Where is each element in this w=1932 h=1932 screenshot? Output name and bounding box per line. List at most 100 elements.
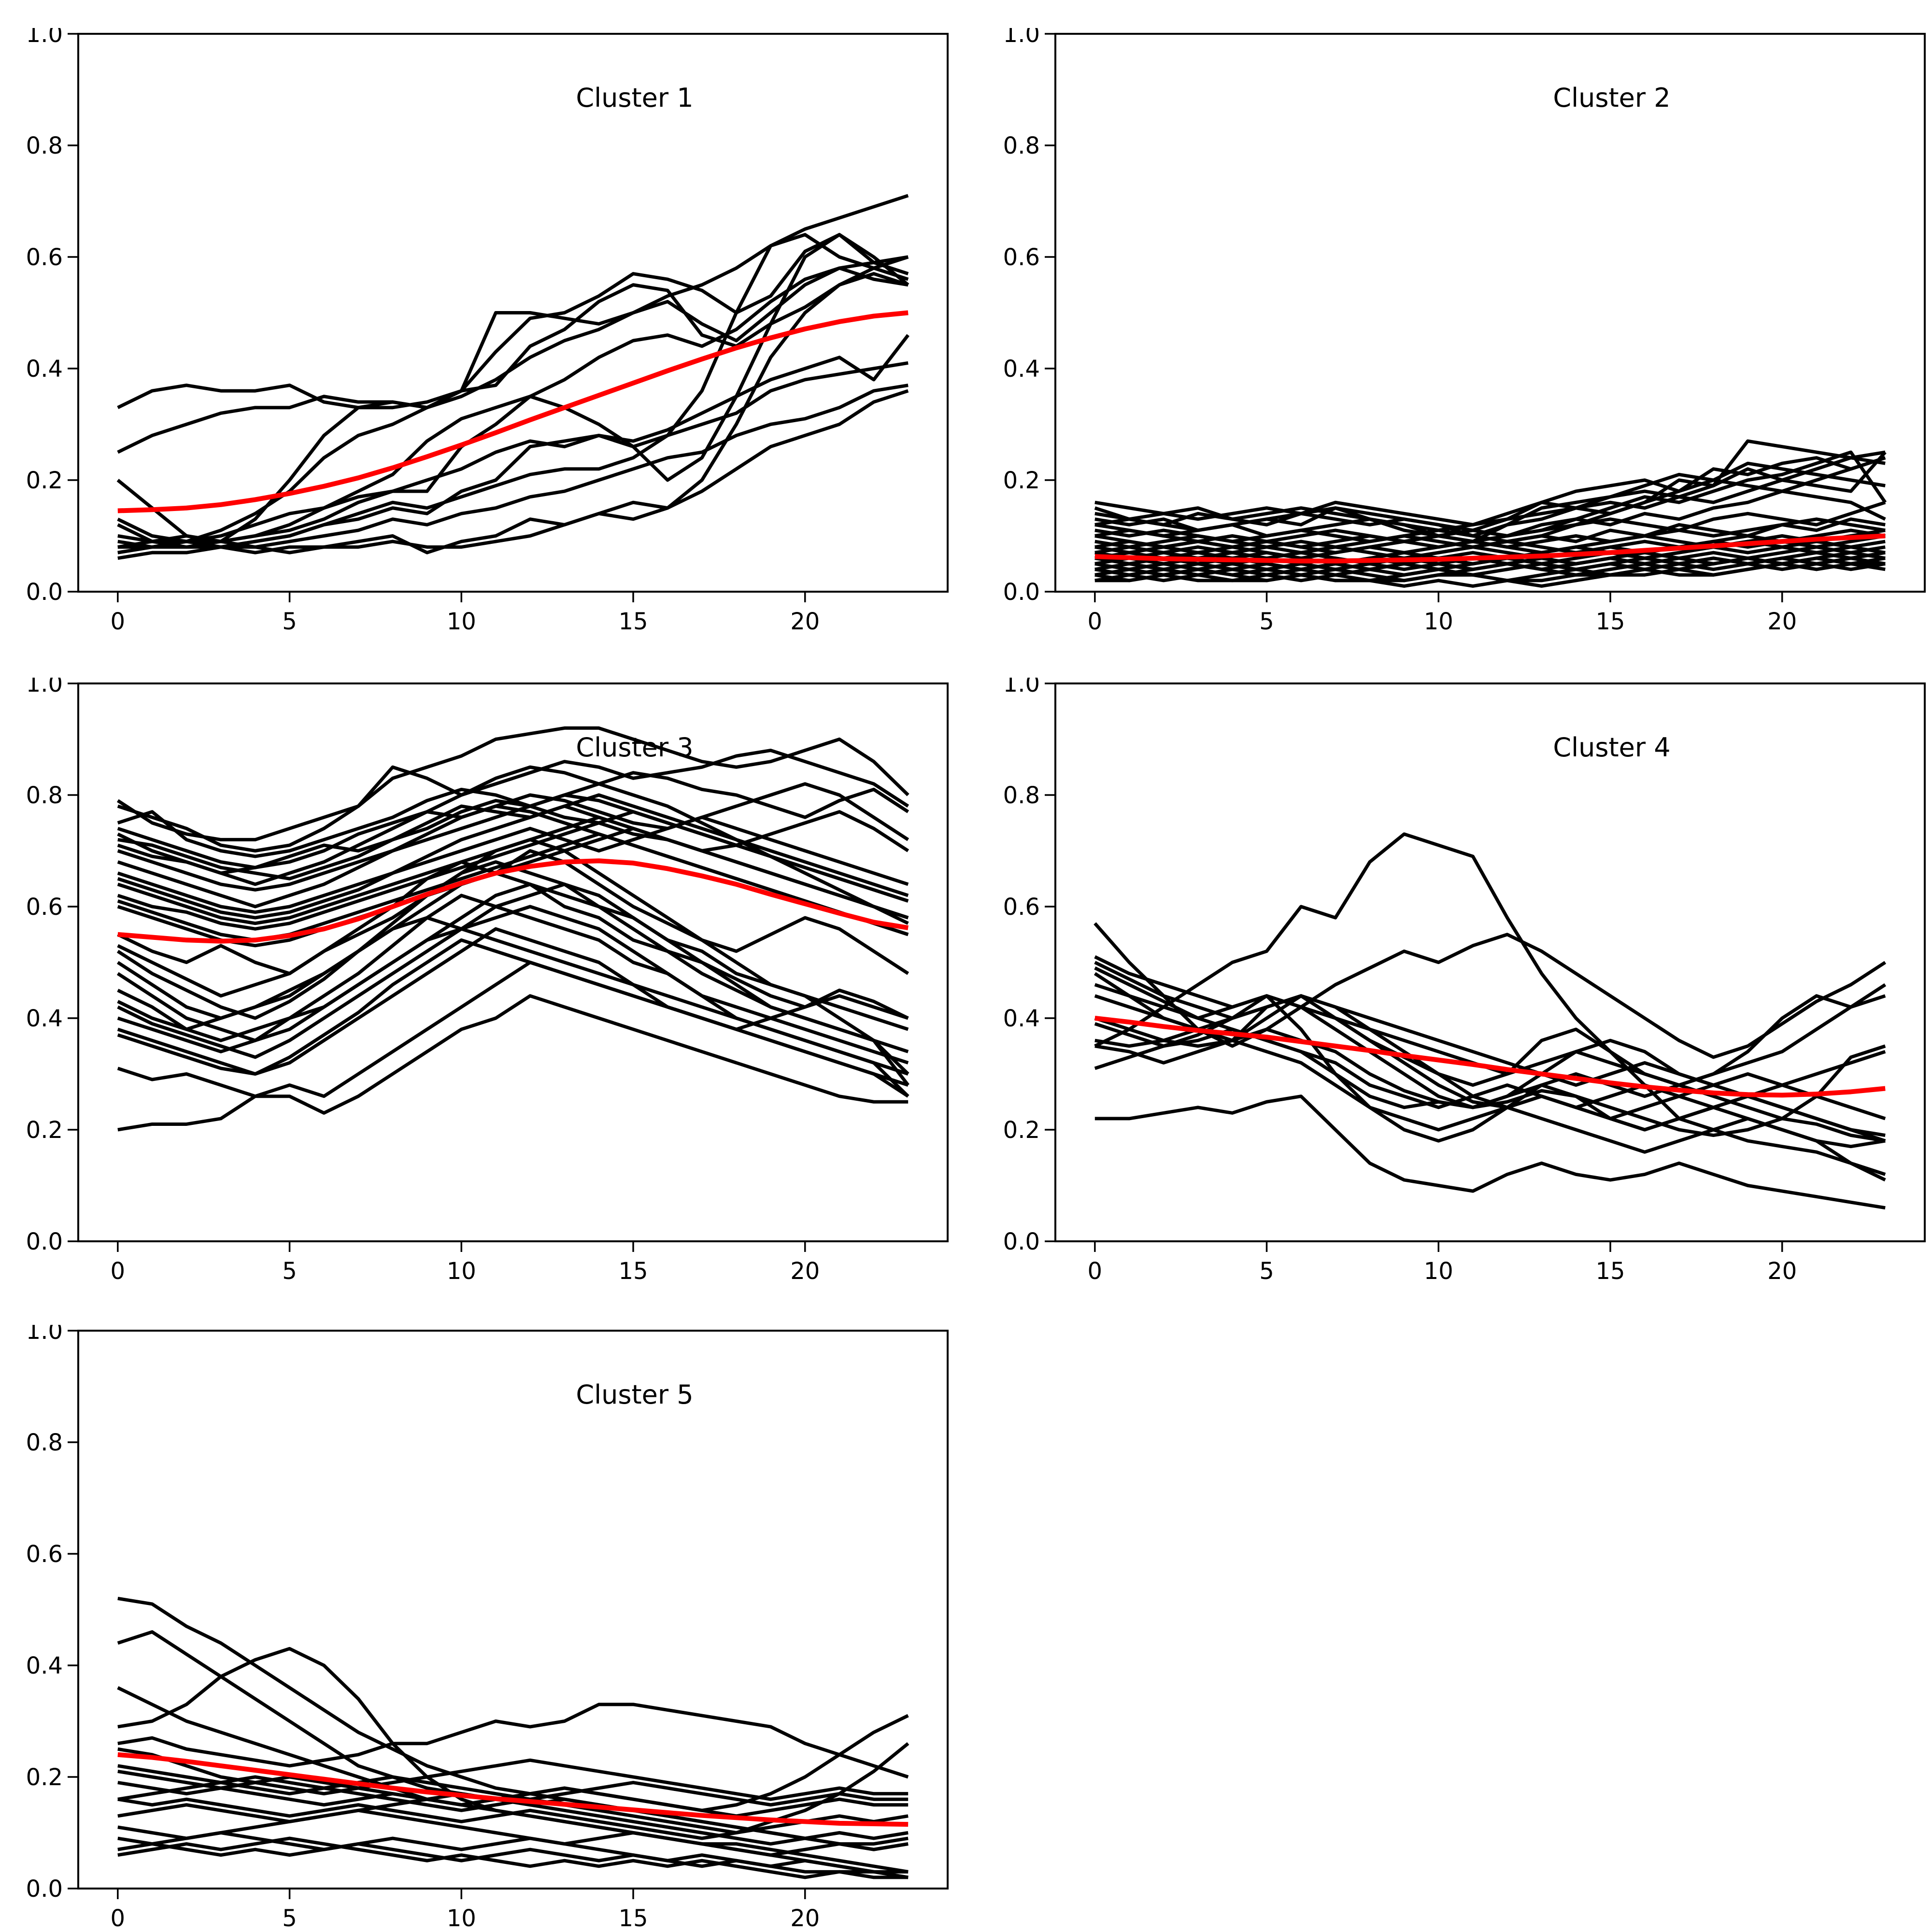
y-tick-label: 1.0 bbox=[26, 28, 63, 48]
series-line bbox=[1094, 832, 1886, 1176]
centroid-line bbox=[117, 858, 909, 944]
x-tick-label: 5 bbox=[282, 608, 297, 635]
x-tick-label: 15 bbox=[1595, 608, 1625, 635]
axes-spines bbox=[1054, 682, 1926, 1242]
series-line bbox=[117, 255, 909, 560]
axes-spines bbox=[77, 33, 949, 593]
x-tick-label: 5 bbox=[1259, 608, 1274, 635]
series-line bbox=[1094, 534, 1886, 560]
series-line bbox=[117, 882, 909, 1086]
series-line bbox=[1094, 994, 1886, 1143]
y-tick-label: 0.2 bbox=[1003, 467, 1040, 494]
y-tick-label: 0.0 bbox=[26, 1228, 63, 1255]
series-line bbox=[1094, 1094, 1886, 1210]
x-tick-label: 20 bbox=[1767, 608, 1797, 635]
series-line bbox=[1094, 528, 1886, 566]
x-tick-label: 20 bbox=[1767, 1258, 1797, 1285]
series-line bbox=[117, 233, 909, 410]
y-tick-label: 0.8 bbox=[1003, 782, 1040, 809]
y-tick-label: 0.6 bbox=[1003, 894, 1040, 921]
y-tick-label: 0.2 bbox=[26, 467, 63, 494]
series-line bbox=[117, 882, 909, 1076]
axes-spines bbox=[77, 682, 949, 1242]
y-tick-label: 0.6 bbox=[26, 244, 63, 271]
series-line bbox=[117, 1647, 909, 1874]
series-line bbox=[116, 272, 909, 543]
centroid-line bbox=[117, 310, 909, 513]
y-tick-label: 0.8 bbox=[1003, 132, 1040, 159]
series-line bbox=[117, 1703, 909, 1779]
series-line bbox=[1094, 450, 1887, 538]
x-tick-label: 15 bbox=[618, 1905, 648, 1932]
series-line bbox=[117, 1836, 909, 1879]
series-line bbox=[1094, 461, 1886, 526]
series-line bbox=[117, 334, 909, 543]
series-line bbox=[117, 1808, 909, 1857]
y-tick-label: 1.0 bbox=[1003, 28, 1040, 48]
series-line bbox=[1094, 961, 1886, 1121]
y-tick-label: 0.4 bbox=[26, 1005, 63, 1032]
x-tick-label: 15 bbox=[1595, 1258, 1625, 1285]
series-line bbox=[117, 233, 909, 549]
y-tick-label: 0.4 bbox=[1003, 1005, 1040, 1032]
series-line bbox=[1094, 994, 1886, 1182]
x-tick-label: 0 bbox=[111, 608, 126, 635]
series-line bbox=[117, 389, 909, 554]
cluster-4-chart: 0 5 10 15 20 0.0 0.2 0.4 0.6 0.8 1.0 bbox=[1003, 678, 1926, 1285]
y-tick-label: 0.4 bbox=[26, 355, 63, 383]
x-tick-label: 5 bbox=[282, 1905, 297, 1932]
y-tick-label: 1.0 bbox=[26, 1325, 63, 1345]
x-tick-label: 10 bbox=[447, 1258, 476, 1285]
axes-spines bbox=[77, 1330, 949, 1889]
y-tick-label: 0.6 bbox=[1003, 244, 1040, 271]
y-tick-label: 0.2 bbox=[1003, 1117, 1040, 1144]
y-tick-label: 0.8 bbox=[26, 132, 63, 159]
series-line bbox=[117, 1775, 909, 1818]
series-line bbox=[117, 1842, 909, 1879]
y-tick-label: 0.0 bbox=[1003, 1228, 1040, 1255]
series-line bbox=[117, 255, 909, 543]
series-line bbox=[117, 194, 909, 454]
x-tick-label: 10 bbox=[447, 1905, 476, 1932]
series-line bbox=[117, 961, 909, 1098]
y-tick-label: 0.0 bbox=[1003, 579, 1040, 606]
x-tick-label: 15 bbox=[618, 1258, 648, 1285]
cluster-4-title: Cluster 4 bbox=[1553, 732, 1671, 763]
cluster-3-chart: 0 5 10 15 20 0.0 0.2 0.4 0.6 0.8 1.0 bbox=[26, 678, 949, 1285]
x-tick-label: 0 bbox=[1088, 1258, 1103, 1285]
series-line bbox=[117, 749, 909, 852]
series-line bbox=[117, 793, 909, 897]
x-tick-label: 0 bbox=[111, 1905, 126, 1932]
y-tick-label: 0.8 bbox=[26, 1429, 63, 1456]
centroid-line bbox=[1094, 1016, 1886, 1098]
series-line bbox=[117, 938, 909, 1076]
cluster-2-chart: 0 5 10 15 20 0.0 0.2 0.4 0.6 0.8 1.0 bbox=[1003, 28, 1926, 635]
x-tick-label: 5 bbox=[1259, 1258, 1274, 1285]
series-line bbox=[117, 1831, 909, 1879]
cluster-5-chart: 0 5 10 15 20 0.0 0.2 0.4 0.6 0.8 1.0 bbox=[26, 1325, 949, 1932]
x-tick-label: 20 bbox=[790, 1905, 820, 1932]
x-tick-label: 10 bbox=[447, 608, 476, 635]
cluster-2-title: Cluster 2 bbox=[1553, 83, 1671, 113]
y-tick-label: 0.6 bbox=[26, 894, 63, 921]
cluster-1-chart: 0 5 10 15 20 0.0 0.2 0.4 0.6 0.8 1.0 bbox=[26, 28, 949, 635]
y-tick-label: 0.2 bbox=[26, 1764, 63, 1791]
series-line bbox=[116, 726, 909, 841]
x-tick-label: 0 bbox=[111, 1258, 126, 1285]
cluster-1-title: Cluster 1 bbox=[576, 83, 694, 113]
axes-spines bbox=[1054, 33, 1926, 593]
x-tick-label: 0 bbox=[1088, 608, 1103, 635]
series-line bbox=[117, 810, 909, 931]
centroid-line bbox=[1094, 533, 1886, 564]
x-tick-label: 10 bbox=[1424, 1258, 1453, 1285]
y-tick-label: 0.6 bbox=[26, 1541, 63, 1568]
x-tick-label: 20 bbox=[790, 608, 820, 635]
series-line bbox=[117, 799, 909, 875]
y-tick-label: 0.0 bbox=[26, 579, 63, 606]
series-line bbox=[1094, 456, 1886, 538]
series-line bbox=[117, 1747, 909, 1801]
series-line bbox=[117, 266, 909, 549]
y-tick-label: 0.8 bbox=[26, 782, 63, 809]
y-tick-label: 0.2 bbox=[26, 1117, 63, 1144]
